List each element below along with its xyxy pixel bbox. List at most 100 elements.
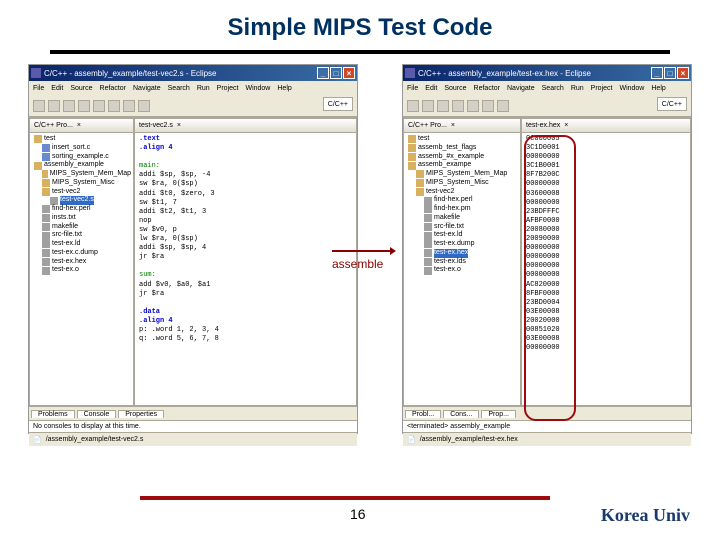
code-editor[interactable]: .text.align 4 main: addi $sp, $sp, -4 sw… (135, 133, 356, 405)
close-button[interactable]: × (343, 67, 355, 79)
tree-item[interactable]: MIPS_System_Mem_Map (32, 170, 131, 179)
tree-item[interactable]: MIPS_System_Mem_Map (406, 170, 518, 179)
panel-tab[interactable]: C/C++ Pro...× (30, 119, 133, 133)
tree-item[interactable]: test-ex.lds (406, 258, 518, 267)
close-icon[interactable]: × (77, 122, 81, 129)
toolbar-icon[interactable] (422, 100, 434, 112)
tree-item[interactable]: sorting_example.c (32, 153, 131, 162)
bottom-tabs[interactable]: Probl...Cons...Prop... (403, 407, 691, 421)
toolbar-icon[interactable] (78, 100, 90, 112)
hex-editor[interactable]: 0C0000053C1D0001000000003C1B00018F7B200C… (522, 133, 690, 405)
tree-item[interactable]: makefile (406, 214, 518, 223)
close-icon[interactable]: × (564, 122, 568, 129)
close-button[interactable]: × (677, 67, 689, 79)
menu-item[interactable]: Edit (51, 85, 63, 92)
tree-item[interactable]: test-ex.ld (406, 231, 518, 240)
tree-item[interactable]: assembly_example (32, 161, 131, 170)
menu-item[interactable]: Window (245, 85, 270, 92)
tree-item[interactable]: test-ex.hex (32, 258, 131, 267)
menu-item[interactable]: Navigate (133, 85, 161, 92)
bottom-tab[interactable]: Cons... (443, 410, 479, 418)
bottom-tabs[interactable]: ProblemsConsoleProperties (29, 407, 357, 421)
tree-item[interactable]: test-ex.dump (406, 240, 518, 249)
toolbar-icon[interactable] (93, 100, 105, 112)
menu-item[interactable]: Project (591, 85, 613, 92)
perspective-switcher[interactable]: C/C++ (323, 97, 353, 111)
toolbar-icon[interactable] (108, 100, 120, 112)
editor-tab[interactable]: test-vec2.s× (135, 119, 356, 133)
tree-item[interactable]: assemb_exampe (406, 161, 518, 170)
project-tree[interactable]: testinsert_sort.csorting_example.cassemb… (30, 133, 133, 405)
toolbar-icon[interactable] (437, 100, 449, 112)
menubar[interactable]: File Edit Source Refactor Navigate Search Run P… (29, 81, 357, 95)
menu-item[interactable]: Source (444, 85, 466, 92)
titlebar[interactable]: C/C++ - assembly_example/test-ex.hex - E… (403, 65, 691, 81)
tree-item[interactable]: find-hex.pm (406, 205, 518, 214)
editor-tab[interactable]: test-ex.hex× (522, 119, 690, 133)
toolbar-icon[interactable] (138, 100, 150, 112)
menu-item[interactable]: Run (571, 85, 584, 92)
tree-item[interactable]: test (32, 135, 131, 144)
toolbar[interactable] (29, 95, 357, 117)
tree-item[interactable]: test-vec2 (32, 188, 131, 197)
toolbar-icon[interactable] (33, 100, 45, 112)
tree-item[interactable]: test-vec2 (406, 188, 518, 197)
menu-item[interactable]: Refactor (100, 85, 126, 92)
tree-item[interactable]: src-file.txt (406, 223, 518, 232)
tree-item[interactable]: test (406, 135, 518, 144)
tree-item[interactable]: test-ex.hex (406, 249, 518, 258)
menu-item[interactable]: Help (277, 85, 291, 92)
close-icon[interactable]: × (177, 122, 181, 129)
tree-item[interactable]: insert_sort.c (32, 144, 131, 153)
toolbar-icon[interactable] (452, 100, 464, 112)
menu-item[interactable]: Source (70, 85, 92, 92)
menu-item[interactable]: File (407, 85, 418, 92)
maximize-button[interactable]: □ (330, 67, 342, 79)
toolbar-icon[interactable] (123, 100, 135, 112)
menu-item[interactable]: Search (542, 85, 564, 92)
maximize-button[interactable]: □ (664, 67, 676, 79)
toolbar-icon[interactable] (407, 100, 419, 112)
menu-item[interactable]: Project (217, 85, 239, 92)
bottom-tab[interactable]: Prop... (481, 410, 516, 418)
tree-item[interactable]: makefile (32, 223, 131, 232)
bottom-tab[interactable]: Problems (31, 410, 75, 418)
toolbar-icon[interactable] (48, 100, 60, 112)
project-tree[interactable]: testassemb_test_flagsassemb_#x_exampleas… (404, 133, 520, 405)
toolbar[interactable] (403, 95, 691, 117)
tree-item[interactable]: find-hex.perl (32, 205, 131, 214)
tree-item[interactable]: assemb_test_flags (406, 144, 518, 153)
perspective-switcher[interactable]: C/C++ (657, 97, 687, 111)
menu-item[interactable]: Window (619, 85, 644, 92)
menu-item[interactable]: File (33, 85, 44, 92)
menu-item[interactable]: Help (651, 85, 665, 92)
menu-item[interactable]: Run (197, 85, 210, 92)
bottom-tab[interactable]: Console (77, 410, 117, 418)
toolbar-icon[interactable] (63, 100, 75, 112)
toolbar-icon[interactable] (482, 100, 494, 112)
minimize-button[interactable]: _ (317, 67, 329, 79)
menu-item[interactable]: Refactor (474, 85, 500, 92)
tree-item[interactable]: test-ex.o (406, 266, 518, 275)
tree-item[interactable]: test-vec2.s (32, 196, 131, 205)
bottom-tab[interactable]: Properties (118, 410, 164, 418)
toolbar-icon[interactable] (497, 100, 509, 112)
tree-item[interactable]: test-ex.ld (32, 240, 131, 249)
tree-item[interactable]: MIPS_System_Misc (32, 179, 131, 188)
menubar[interactable]: File Edit Source Refactor Navigate Search Run P… (403, 81, 691, 95)
minimize-button[interactable]: _ (651, 67, 663, 79)
menu-item[interactable]: Navigate (507, 85, 535, 92)
toolbar-icon[interactable] (467, 100, 479, 112)
tree-item[interactable]: test-ex.o (32, 266, 131, 275)
tree-item[interactable]: src-file.txt (32, 231, 131, 240)
menu-item[interactable]: Edit (425, 85, 437, 92)
bottom-tab[interactable]: Probl... (405, 410, 441, 418)
tree-item[interactable]: find-hex.perl (406, 196, 518, 205)
tree-item[interactable]: assemb_#x_example (406, 153, 518, 162)
panel-tab[interactable]: C/C++ Pro...× (404, 119, 520, 133)
tree-item[interactable]: MIPS_System_Misc (406, 179, 518, 188)
close-icon[interactable]: × (451, 122, 455, 129)
titlebar[interactable]: C/C++ - assembly_example/test-vec2.s - E… (29, 65, 357, 81)
menu-item[interactable]: Search (168, 85, 190, 92)
tree-item[interactable]: test-ex.c.dump (32, 249, 131, 258)
